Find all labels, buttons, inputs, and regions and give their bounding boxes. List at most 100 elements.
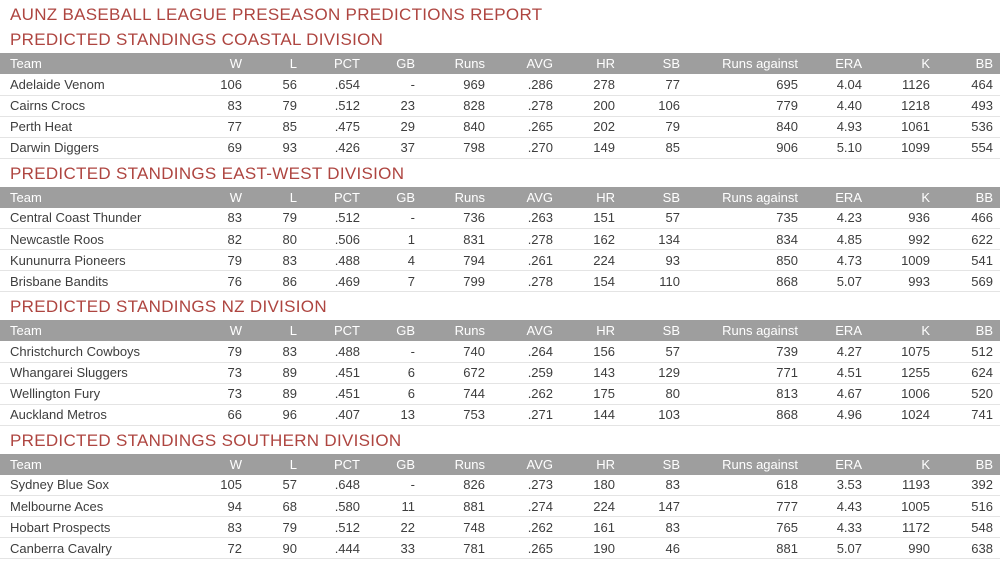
stat-cell: 224 (553, 249, 615, 271)
stat-cell: 79 (242, 95, 297, 117)
stat-cell: 828 (415, 95, 485, 117)
standings-table: Team W L PCT GB Runs AVG HR SB Runs against ERA K BB… (0, 53, 1000, 159)
stat-cell: 798 (415, 137, 485, 159)
stat-cell: 748 (415, 516, 485, 538)
stat-cell: 6 (360, 362, 415, 384)
column-header-gb: GB (360, 53, 415, 74)
team-row: Auckland Metros 66 96.407 13 753.271 144 103 86… (0, 404, 1000, 426)
stat-cell: 4.51 (798, 362, 862, 384)
division-section: PREDICTED STANDINGS NZ DIVISION Team W L PC… (0, 292, 1000, 426)
column-header-avg: AVG (485, 53, 553, 74)
team-name-link[interactable]: Adelaide Venom (0, 74, 187, 96)
stat-cell: 134 (615, 228, 680, 250)
column-header-l: L (242, 53, 297, 74)
stat-cell: 156 (553, 341, 615, 363)
stat-cell: 520 (930, 383, 1000, 405)
team-name-link[interactable]: Christchurch Cowboys (0, 341, 187, 363)
team-row: Newcastle Roos 82 80.506 1 831.278 162 134 834 4… (0, 228, 1000, 250)
team-name-link[interactable]: Darwin Diggers (0, 137, 187, 159)
stat-cell: 624 (930, 362, 1000, 384)
team-name-link[interactable]: Hobart Prospects (0, 516, 187, 538)
stat-cell: 4.23 (798, 207, 862, 229)
stat-cell: 93 (615, 249, 680, 271)
stat-cell: 180 (553, 474, 615, 496)
stat-cell: 66 (187, 404, 242, 426)
column-header-pct: PCT (297, 186, 360, 208)
stat-cell: 149 (553, 137, 615, 159)
team-row: Christchurch Cowboys 79 83.488-740.264 156 5… (0, 341, 1000, 363)
team-name-link[interactable]: Melbourne Aces (0, 495, 187, 517)
stat-cell: .286 (485, 74, 553, 96)
division-heading: PREDICTED STANDINGS EAST-WEST DIVISION (10, 163, 405, 183)
stat-cell: .264 (485, 341, 553, 363)
team-name-link[interactable]: Canberra Cavalry (0, 537, 187, 559)
stat-cell: 162 (553, 228, 615, 250)
team-row: Whangarei Sluggers 73 89.451 6 672.259 143 129… (0, 362, 1000, 384)
team-name-link[interactable]: Whangarei Sluggers (0, 362, 187, 384)
stat-cell: .451 (297, 362, 360, 384)
column-header-gb: GB (360, 453, 415, 475)
stat-cell: 175 (553, 383, 615, 405)
stat-cell: - (360, 74, 415, 96)
team-row: Wellington Fury 73 89.451 6 744.262 175 80 813 4… (0, 383, 1000, 405)
stat-cell: 79 (242, 207, 297, 229)
stat-cell: 86 (242, 270, 297, 292)
stat-cell: 4.04 (798, 74, 862, 96)
stat-cell: .273 (485, 474, 553, 496)
stat-cell: 554 (930, 137, 1000, 159)
column-header-bb: BB (930, 53, 1000, 74)
team-name-link[interactable]: Auckland Metros (0, 404, 187, 426)
stat-cell: 906 (680, 137, 798, 159)
team-row: Sydney Blue Sox 105 57.648-826.273 180 83 618… (0, 474, 1000, 496)
table-header-row: Team W L PCT GB Runs AVG HR SB Runs against ERA K BB (0, 186, 1000, 208)
column-header-sb: SB (615, 320, 680, 341)
stat-cell: 1061 (862, 116, 930, 138)
stat-cell: 781 (415, 537, 485, 559)
column-header-bb: BB (930, 320, 1000, 341)
stat-cell: 85 (615, 137, 680, 159)
team-name-link[interactable]: Sydney Blue Sox (0, 474, 187, 496)
stat-cell: .488 (297, 249, 360, 271)
stat-cell: 840 (415, 116, 485, 138)
column-header-k: K (862, 453, 930, 475)
stat-cell: - (360, 474, 415, 496)
stat-cell: 151 (553, 207, 615, 229)
stat-cell: 493 (930, 95, 1000, 117)
column-header-pct: PCT (297, 53, 360, 74)
stat-cell: 57 (615, 341, 680, 363)
standings-table: Team W L PCT GB Runs AVG HR SB Runs against ERA K BB… (0, 453, 1000, 559)
stat-cell: .265 (485, 116, 553, 138)
report-title: AUNZ BASEBALL LEAGUE PRESEASON PREDICTIO… (10, 5, 543, 24)
stat-cell: .262 (485, 516, 553, 538)
team-name-link[interactable]: Newcastle Roos (0, 228, 187, 250)
stat-cell: 1099 (862, 137, 930, 159)
team-name-link[interactable]: Kununurra Pioneers (0, 249, 187, 271)
table-header-row: Team W L PCT GB Runs AVG HR SB Runs against ERA K BB (0, 453, 1000, 475)
division-heading: PREDICTED STANDINGS NZ DIVISION (10, 297, 327, 316)
stat-cell: 464 (930, 74, 1000, 96)
stat-cell: 1024 (862, 404, 930, 426)
team-row: Canberra Cavalry 72 90.444 33 781.265 190 46 88… (0, 537, 1000, 559)
team-name-link[interactable]: Perth Heat (0, 116, 187, 138)
column-header-bb: BB (930, 186, 1000, 208)
stat-cell: 4.96 (798, 404, 862, 426)
stat-cell: 936 (862, 207, 930, 229)
stat-cell: 33 (360, 537, 415, 559)
column-header-gb: GB (360, 186, 415, 208)
stat-cell: .444 (297, 537, 360, 559)
stat-cell: 753 (415, 404, 485, 426)
stat-cell: 106 (187, 74, 242, 96)
stat-cell: 82 (187, 228, 242, 250)
team-name-link[interactable]: Brisbane Bandits (0, 270, 187, 292)
column-header-runs-against: Runs against (680, 320, 798, 341)
column-header-team: Team (0, 186, 187, 208)
stat-cell: 777 (680, 495, 798, 517)
stat-cell: 4 (360, 249, 415, 271)
stat-cell: .263 (485, 207, 553, 229)
team-name-link[interactable]: Wellington Fury (0, 383, 187, 405)
column-header-era: ERA (798, 320, 862, 341)
team-name-link[interactable]: Central Coast Thunder (0, 207, 187, 229)
column-header-team: Team (0, 53, 187, 74)
team-name-link[interactable]: Cairns Crocs (0, 95, 187, 117)
column-header-bb: BB (930, 453, 1000, 475)
